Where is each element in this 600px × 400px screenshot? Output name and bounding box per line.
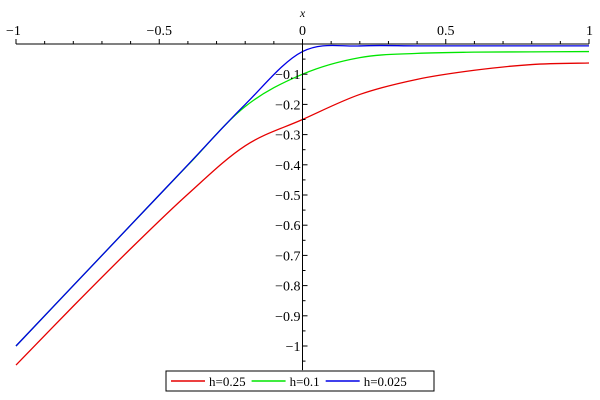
- x-tick-label: 0.5: [437, 24, 455, 39]
- y-tick-label: −1: [286, 340, 301, 355]
- y-tick-label: −0.1: [275, 68, 300, 83]
- series-line-0: [15, 62, 590, 366]
- y-tick-label: −0.4: [275, 159, 300, 174]
- series-line-2: [15, 44, 589, 347]
- legend-label-2: h=0.025: [364, 374, 407, 389]
- y-tick-label: −0.5: [275, 189, 300, 204]
- x-tick-label: −0.5: [147, 24, 172, 39]
- y-tick-label: −0.7: [275, 249, 300, 264]
- curves-layer: [15, 44, 590, 366]
- x-tick-label: 1: [586, 24, 593, 39]
- y-tick-label: −0.3: [275, 129, 300, 144]
- y-tick-label: −0.6: [275, 219, 300, 234]
- axes-layer: −1 −0.5 0 0.5 1 x −0.1 −0.2 −0.3 −0.4 −0.5 −0.6 −0.7…: [6, 6, 593, 371]
- y-tick-label: −0.2: [275, 98, 300, 113]
- x-axis-title: x: [299, 6, 306, 20]
- legend-label-0: h=0.25: [209, 374, 246, 389]
- legend: h=0.25 h=0.1 h=0.025: [165, 370, 435, 392]
- y-tick-label: −0.9: [275, 310, 300, 325]
- x-tick-label: −1: [6, 24, 21, 39]
- y-tick-label: −0.8: [275, 280, 300, 295]
- legend-label-1: h=0.1: [290, 374, 320, 389]
- legend-box: [165, 370, 435, 392]
- x-tick-label: 0: [299, 24, 306, 39]
